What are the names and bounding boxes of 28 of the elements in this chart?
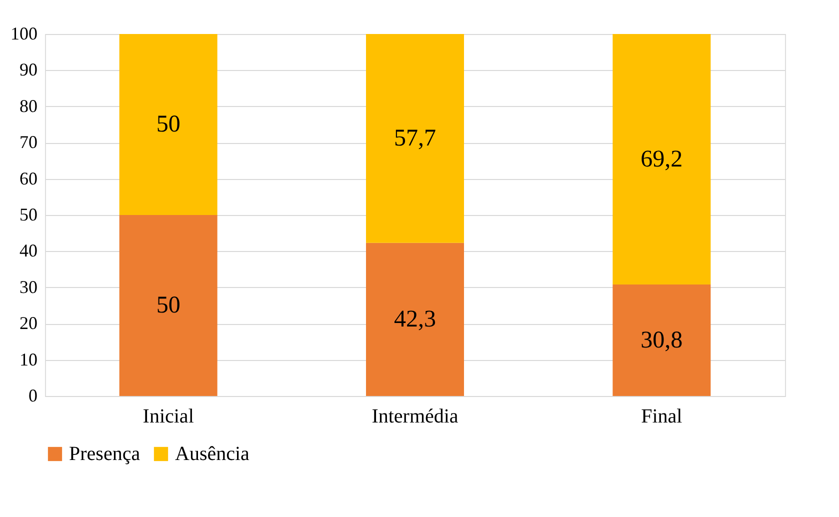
bar [366,242,464,396]
y-tick-label: 60 [20,168,38,188]
bar [119,34,218,215]
y-tick-label: 20 [20,313,38,334]
bar [612,34,711,285]
y-tick-label: 90 [20,60,38,80]
legend-label: Ausência [175,443,250,465]
data-label: 30,8 [640,327,683,354]
x-tick-label: Inicial [142,406,194,428]
bar [612,284,711,396]
x-tick-label: Final [641,406,683,428]
y-tick-label: 50 [20,204,38,224]
legend-label: Presença [69,443,140,465]
y-tick-label: 30 [20,276,38,297]
bar [366,34,464,243]
y-tick-label: 0 [28,386,38,406]
data-label: 69,2 [640,146,683,172]
y-tick-label: 10 [20,349,38,370]
data-label: 42,3 [394,306,436,332]
data-label: 50 [156,292,180,318]
y-tick-label: 40 [20,240,38,261]
bar [119,215,218,396]
y-tick-label: 70 [20,132,38,152]
y-tick-label: 100 [10,24,38,44]
data-label: 50 [156,112,180,138]
y-tick-label: 80 [20,96,38,116]
data-label: 57,7 [394,125,436,152]
x-tick-label: Intermédia [372,406,458,428]
